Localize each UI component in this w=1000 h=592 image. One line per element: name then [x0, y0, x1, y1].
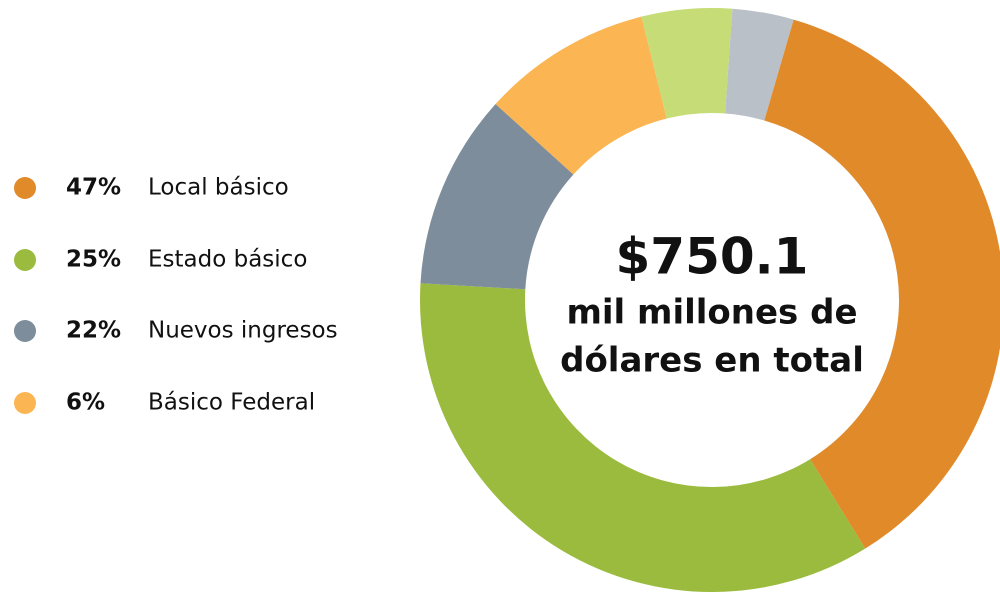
- legend-swatch: [14, 320, 36, 342]
- center-total: $750.1: [616, 228, 809, 286]
- legend-percent: 25%: [66, 247, 121, 273]
- donut-slice: [641, 7, 733, 119]
- legend-swatch: [14, 177, 36, 199]
- donut-slice: [764, 19, 1000, 549]
- donut-slice: [725, 8, 794, 121]
- legend-percent: 47%: [66, 175, 121, 201]
- legend-label: Estado básico: [148, 247, 307, 273]
- legend-label: Local básico: [148, 175, 289, 201]
- legend-label: Nuevos ingresos: [148, 318, 338, 344]
- donut-slice: [420, 283, 866, 592]
- legend-percent: 22%: [66, 318, 121, 344]
- legend-label: Básico Federal: [148, 390, 315, 416]
- legend-swatch: [14, 249, 36, 271]
- center-caption: dólares en total: [560, 341, 864, 381]
- legend-swatch: [14, 392, 36, 414]
- donut: [420, 7, 1000, 592]
- donut-slice: [495, 16, 667, 175]
- center-caption: mil millones de: [566, 293, 857, 333]
- donut-slice: [420, 104, 574, 290]
- legend-percent: 6%: [66, 390, 105, 416]
